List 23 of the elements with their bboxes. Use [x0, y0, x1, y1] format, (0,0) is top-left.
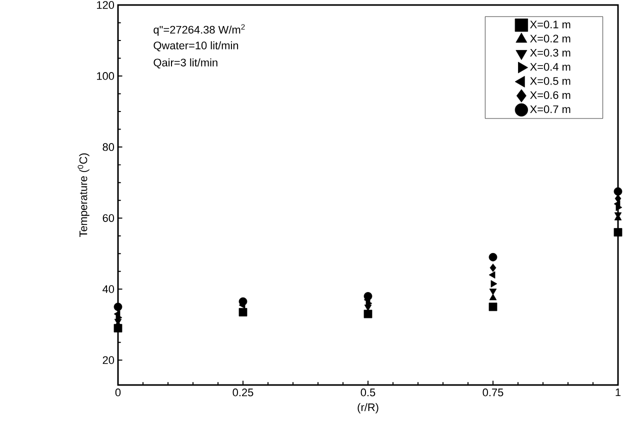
- legend-label: X=0.5 m: [530, 77, 570, 85]
- y-axis-title: Temperature ($^{0}$C): [78, 153, 90, 238]
- x-tick-label: 1: [616, 388, 621, 396]
- y-tick-label: 80: [102, 143, 114, 151]
- annotation: Qair=3 lit/min: [154, 58, 218, 68]
- legend-label: X=0.3 m: [530, 48, 570, 57]
- y-tick-label: 20: [102, 356, 114, 364]
- y-tick-label: 120: [97, 1, 114, 9]
- x-tick-label: 0.5: [360, 388, 376, 396]
- legend-label: X=0.6 m: [530, 91, 570, 99]
- legend-label: X=0.2 m: [530, 34, 570, 42]
- annotation: q"=27264.38 W/m$^{2}$: [154, 24, 245, 36]
- legend-label: X=0.4 m: [530, 62, 570, 71]
- y-tick-label: 100: [97, 72, 114, 80]
- x-axis-title: (r/R): [358, 403, 378, 414]
- y-tick-label: 60: [102, 214, 114, 222]
- x-tick-label: 0: [115, 388, 121, 396]
- y-tick-label: 40: [102, 285, 114, 293]
- legend-label: X=0.1 m: [530, 20, 570, 28]
- legend-label: X=0.7 m: [530, 105, 570, 114]
- x-tick-label: 0.75: [482, 388, 504, 396]
- x-tick-label: 0.25: [232, 388, 254, 396]
- annotation: Qwater=10 lit/min: [154, 41, 238, 52]
